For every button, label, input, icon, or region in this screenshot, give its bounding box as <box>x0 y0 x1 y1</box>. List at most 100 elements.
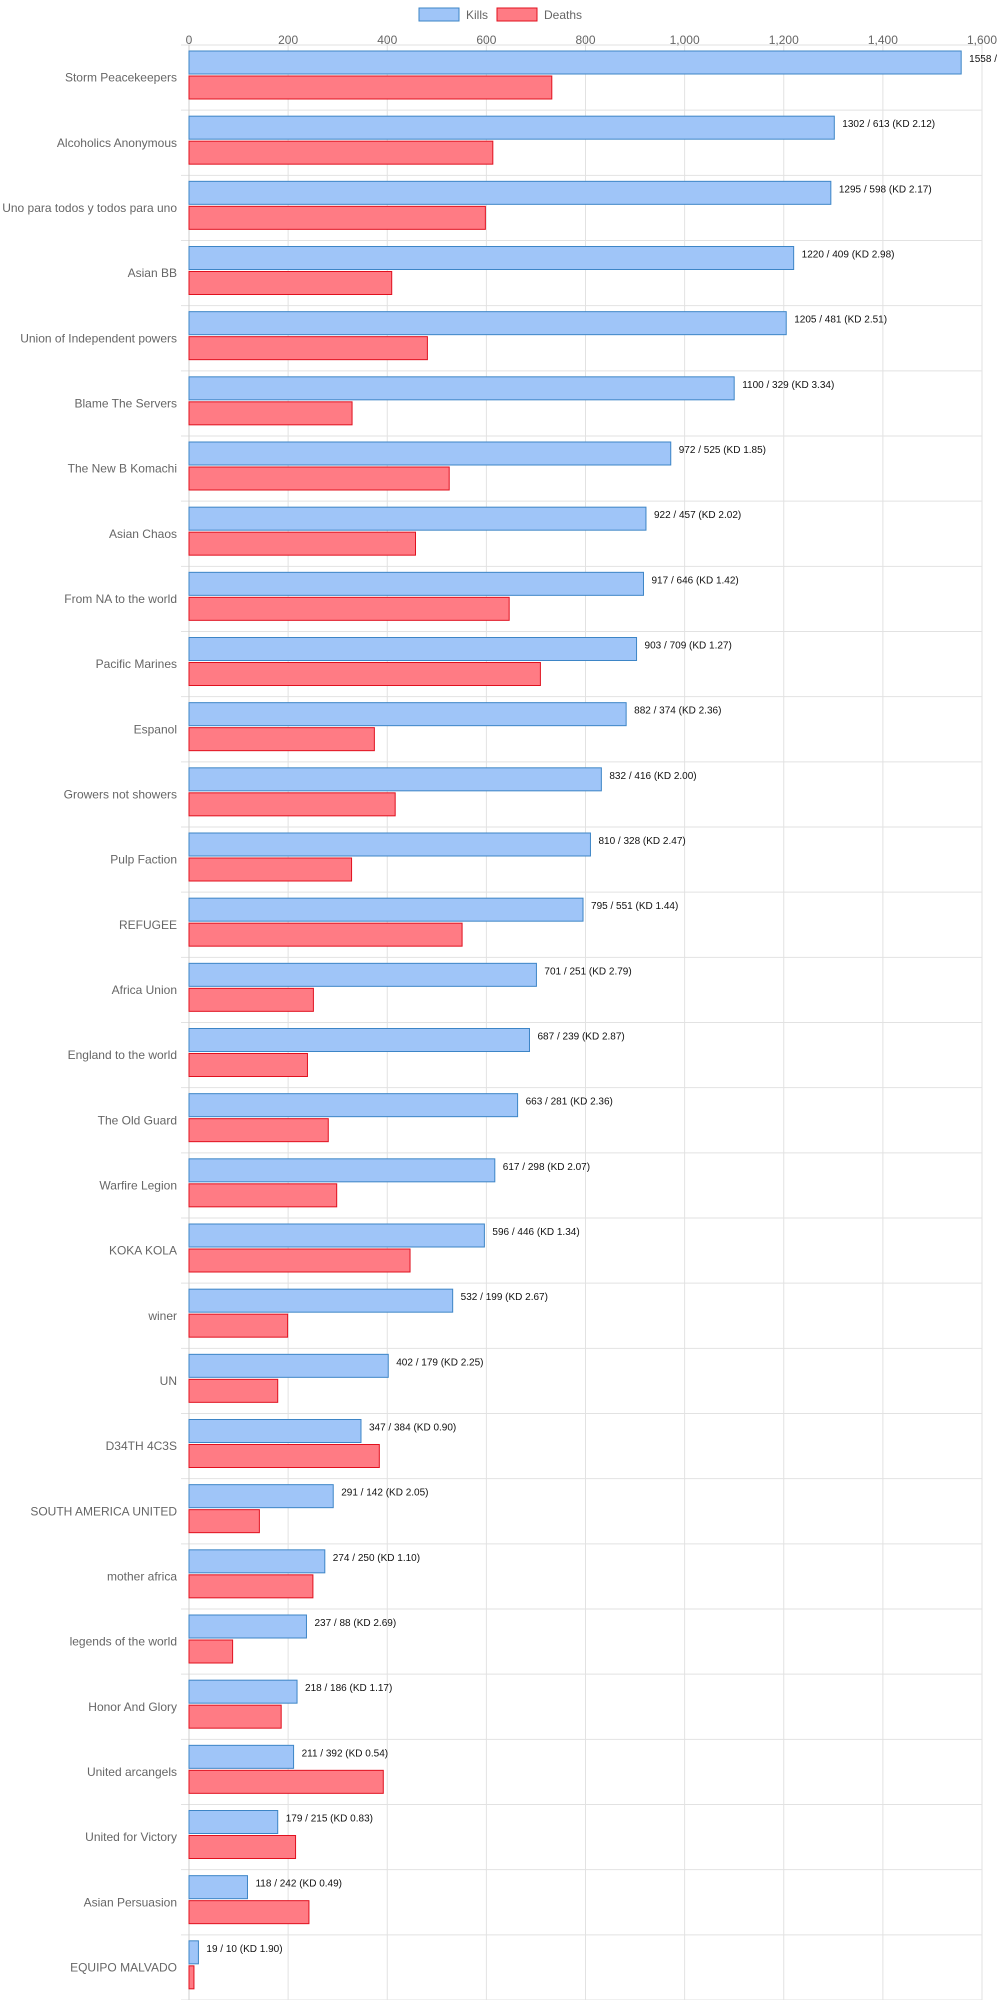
chart-legend[interactable]: Kills Deaths <box>418 7 582 22</box>
kills-bar <box>188 180 832 205</box>
kills-bar <box>188 1223 485 1248</box>
category-label: Alcoholics Anonymous <box>57 136 177 150</box>
bar-data-label: 402 / 179 (KD 2.25) <box>396 1357 483 1368</box>
x-tick-label: 200 <box>278 33 298 47</box>
bar-data-label: 917 / 646 (KD 1.42) <box>651 575 738 586</box>
bar-data-label: 972 / 525 (KD 1.85) <box>679 445 766 456</box>
category-label: Pacific Marines <box>96 657 177 671</box>
kills-bar <box>188 1614 307 1639</box>
deaths-bar <box>188 1444 380 1468</box>
deaths-bar <box>188 205 486 230</box>
bar-data-label: 663 / 281 (KD 2.36) <box>526 1097 613 1108</box>
deaths-bar <box>188 1965 195 1990</box>
x-axis-ticks: 0 200 400 600 800 1,000 1,200 1,400 1,600 <box>186 33 998 47</box>
kills-bar <box>188 1810 279 1834</box>
category-label: winer <box>147 1309 177 1323</box>
category-label: Espanol <box>134 722 177 736</box>
deaths-bar <box>188 1639 234 1664</box>
kills-bar <box>188 1679 298 1704</box>
category-label: Asian Persuasion <box>84 1895 177 1909</box>
bar-data-label: 882 / 374 (KD 2.36) <box>634 706 721 717</box>
kills-bar <box>188 246 795 270</box>
legend-kills-label[interactable]: Kills <box>466 8 488 22</box>
x-tick-label: 0 <box>186 33 193 47</box>
bar-data-label: 179 / 215 (KD 0.83) <box>286 1814 373 1825</box>
deaths-bar <box>188 596 510 621</box>
category-label: SOUTH AMERICA UNITED <box>30 1504 177 1518</box>
category-label: mother africa <box>107 1569 177 1583</box>
deaths-bar <box>188 1183 338 1208</box>
y-axis-categories: Storm Peacekeepers Alcoholics Anonymous Un… <box>2 71 177 1975</box>
bar-data-label: 687 / 239 (KD 2.87) <box>537 1032 624 1043</box>
deaths-bar <box>188 271 393 295</box>
bar-data-label: 903 / 709 (KD 1.27) <box>645 641 732 652</box>
deaths-bar <box>188 1509 260 1534</box>
deaths-bar <box>188 1118 329 1143</box>
kills-bar <box>188 767 602 792</box>
kills-bar <box>188 1875 248 1900</box>
category-label: REFUGEE <box>119 918 177 932</box>
deaths-bar <box>188 1704 282 1729</box>
kills-bar <box>188 50 962 75</box>
x-tick-label: 1,400 <box>868 33 898 47</box>
deaths-bar <box>188 75 553 100</box>
kills-bar <box>188 702 627 727</box>
bar-data-label: 274 / 250 (KD 1.10) <box>333 1553 420 1564</box>
category-label: UN <box>160 1374 177 1388</box>
category-label: United arcangels <box>87 1765 177 1779</box>
legend-deaths-label[interactable]: Deaths <box>544 8 582 22</box>
kills-bar <box>188 571 644 596</box>
bar-data-label: 1220 / 409 (KD 2.98) <box>802 250 895 261</box>
deaths-bar <box>188 662 541 686</box>
deaths-bar <box>188 140 494 165</box>
bar-data-label: 701 / 251 (KD 2.79) <box>544 966 631 977</box>
deaths-bar <box>188 1378 279 1403</box>
kills-bar <box>188 311 787 336</box>
grid-lines <box>181 37 983 2001</box>
kills-bar <box>188 1744 295 1769</box>
bars <box>188 50 962 1990</box>
kills-bar <box>188 441 672 466</box>
deaths-bar <box>188 1248 411 1273</box>
bar-data-label: 19 / 10 (KD 1.90) <box>206 1944 282 1955</box>
bar-data-label: 532 / 199 (KD 2.67) <box>461 1292 548 1303</box>
bar-data-label: 1558 / <box>969 54 997 65</box>
deaths-bar <box>188 1835 297 1859</box>
kills-bar <box>188 1158 496 1183</box>
bar-data-label: 211 / 392 (KD 0.54) <box>302 1748 389 1759</box>
kills-bar <box>188 637 638 661</box>
bar-data-label: 1100 / 329 (KD 3.34) <box>742 380 834 391</box>
bar-data-label: 218 / 186 (KD 1.17) <box>305 1683 392 1694</box>
kills-bar <box>188 897 584 922</box>
category-label: Asian Chaos <box>109 527 177 541</box>
kills-bar <box>188 1093 519 1118</box>
category-label: England to the world <box>68 1048 177 1062</box>
deaths-bar <box>188 922 463 947</box>
deaths-bar <box>188 531 417 556</box>
x-tick-label: 1,200 <box>769 33 799 47</box>
category-label: Africa Union <box>112 983 177 997</box>
x-tick-label: 400 <box>377 33 397 47</box>
deaths-bar <box>188 466 450 491</box>
deaths-bar <box>188 1053 308 1077</box>
deaths-bar <box>188 1900 310 1925</box>
deaths-bar <box>188 987 314 1012</box>
kills-bar <box>188 115 835 140</box>
legend-kills-swatch[interactable] <box>418 7 460 22</box>
x-tick-label: 800 <box>575 33 595 47</box>
deaths-bar <box>188 1769 384 1794</box>
data-labels: 1558 / 1302 / 613 (KD 2.12) 1295 / 598 (KD… <box>206 54 997 1955</box>
category-label: Growers not showers <box>64 787 177 801</box>
category-label: D34TH 4C3S <box>106 1439 177 1453</box>
category-label: The Old Guard <box>98 1113 177 1127</box>
legend-deaths-swatch[interactable] <box>496 7 538 22</box>
category-label: Blame The Servers <box>75 396 178 410</box>
deaths-bar <box>188 1313 289 1338</box>
kills-bar <box>188 1028 530 1052</box>
category-label: The New B Komachi <box>68 462 177 476</box>
kills-bar <box>188 376 735 401</box>
category-label: Pulp Faction <box>110 853 177 867</box>
bar-data-label: 810 / 328 (KD 2.47) <box>598 836 685 847</box>
bar-data-label: 1205 / 481 (KD 2.51) <box>794 315 887 326</box>
